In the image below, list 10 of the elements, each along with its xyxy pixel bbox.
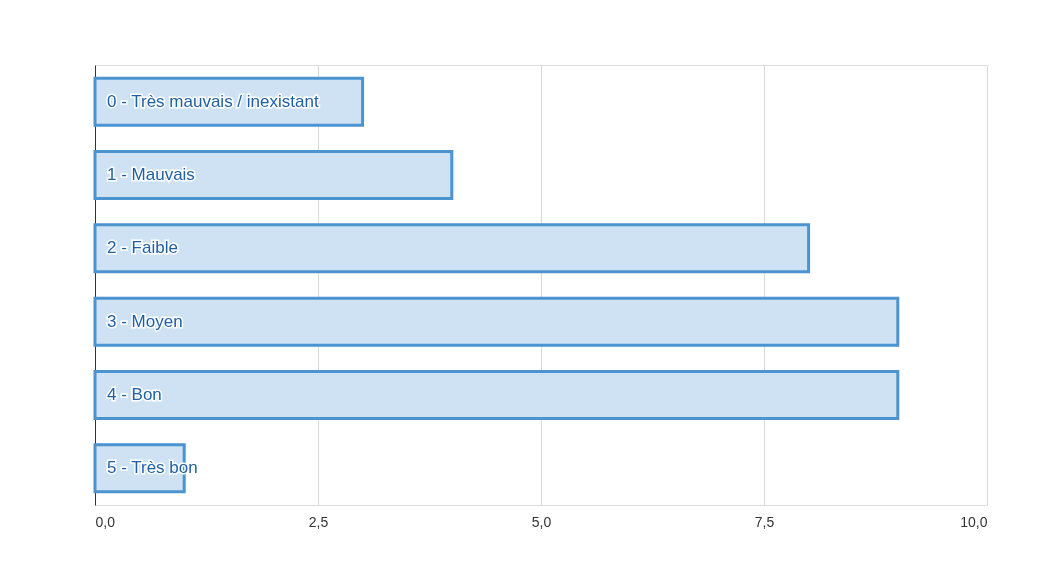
x-tick-label: 5,0 bbox=[531, 513, 552, 530]
x-tick-label: 10,0 bbox=[960, 513, 988, 530]
x-tick-label: 0,0 bbox=[95, 513, 116, 530]
y-tick-label: 0 - Très mauvais / inexistant bbox=[107, 91, 319, 111]
y-tick-label: 2 - Faible bbox=[107, 238, 178, 258]
x-tick-label: 2,5 bbox=[308, 513, 329, 530]
y-tick-label: 1 - Mauvais bbox=[107, 165, 195, 184]
y-tick-label: 3 - Moyen bbox=[107, 311, 183, 331]
y-tick-label: 4 - Bon bbox=[107, 385, 162, 404]
x-tick-label: 7,5 bbox=[754, 513, 775, 530]
